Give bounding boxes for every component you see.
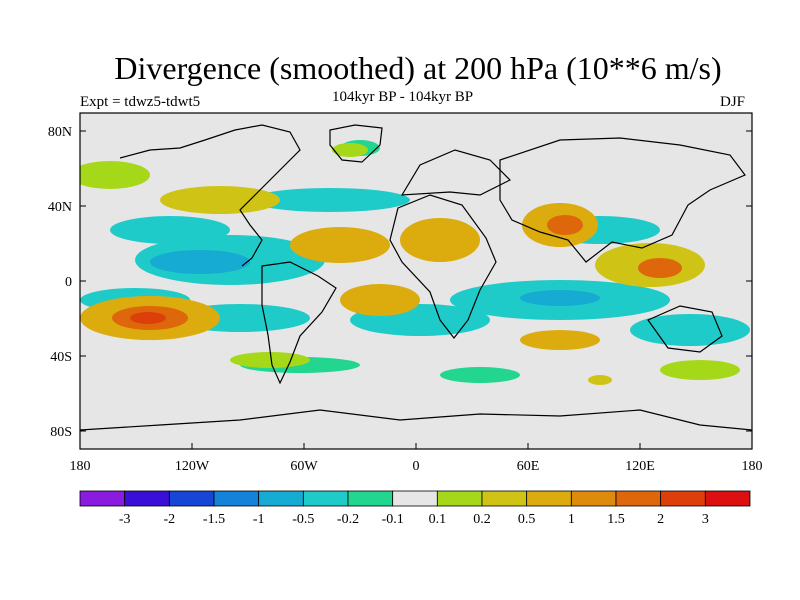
divergence-positive-region [130,312,166,324]
colorbar-swatch [704,490,751,507]
lon-tick-label: 60E [517,459,540,474]
divergence-positive-region [638,258,682,278]
divergence-negative-region [520,290,600,306]
colorbar-swatch [481,490,528,507]
lon-tick-label: 180 [70,459,91,474]
divergence-positive-region [160,186,280,214]
colorbar-label: 0.2 [473,512,491,527]
colorbar-label: -3 [119,512,131,527]
colorbar-label: 1 [568,512,575,527]
divergence-field [80,140,750,385]
colorbar-swatch [347,490,394,507]
map-title: Divergence (smoothed) at 200 hPa (10**6 … [114,50,722,86]
experiment-label: Expt = tdwz5-tdwt5 [80,94,201,110]
colorbar-label: -0.1 [382,512,404,527]
colorbar-label: -1 [253,512,265,527]
lon-tick-label: 0 [413,459,420,474]
colorbar-swatch [79,490,126,507]
colorbar-swatch [392,490,438,507]
lat-tick-label: 80S [50,425,72,440]
divergence-negative-region [150,250,250,274]
divergence-positive-region [400,218,480,262]
colorbar-swatch [436,490,483,507]
colorbar-label: 3 [702,512,709,527]
divergence-positive-region [660,360,740,380]
divergence-negative-region [630,314,750,346]
coastlines [80,124,752,431]
divergence-positive-region [520,330,600,350]
lat-tick-label: 40S [50,350,72,365]
colorbar-swatch [570,490,617,507]
colorbar-swatch [213,490,260,507]
colorbar-swatch [258,490,304,507]
colorbar-swatch [168,490,215,507]
longitude-axis [79,443,753,449]
colorbar-label: -0.5 [292,512,314,527]
lat-tick-label: 80N [48,125,72,140]
colorbar: -3 -2 -1.5 -1 -0.5 -0.2 -0.1 0.1 0.2 0.5 1 1.5 2 3 [79,490,751,527]
season-label: DJF [720,94,746,110]
coastline-asia [499,137,746,263]
divergence-positive-region [290,227,390,263]
lat-tick-label: 0 [65,275,72,290]
divergence-positive-region [588,375,612,385]
colorbar-label: -0.2 [337,512,359,527]
colorbar-label: 2 [657,512,664,527]
map-subtitle: 104kyr BP - 104kyr BP [332,89,474,105]
lon-tick-label: 60W [290,459,318,474]
colorbar-label: -2 [163,512,175,527]
coastline-north-america [119,124,301,267]
colorbar-label: 0.1 [429,512,447,527]
colorbar-swatch [302,490,349,507]
divergence-positive-region [547,215,583,235]
colorbar-label: 0.5 [518,512,536,527]
colorbar-swatch [526,490,572,507]
colorbar-label: -1.5 [203,512,225,527]
divergence-positive-region [80,161,150,189]
lon-tick-label: 180 [742,459,763,474]
lon-tick-label: 120E [625,459,655,474]
coastline-antarctica [80,409,752,431]
coastline-south-america [261,261,337,385]
lon-tick-label: 120W [175,459,210,474]
coastline-africa [389,194,497,339]
divergence-positive-region [332,143,368,157]
colorbar-swatch [660,490,706,507]
map-plot-area [79,112,753,450]
divergence-negative-region [250,188,410,212]
lat-tick-label: 40N [48,200,72,215]
divergence-negative-region [110,216,230,244]
latitude-axis [80,130,752,432]
colorbar-swatch [615,490,662,507]
divergence-positive-region [340,284,420,316]
colorbar-swatch [124,490,170,507]
colorbar-label: 1.5 [607,512,625,527]
coastline-greenland [329,124,383,163]
divergence-negative-region [440,367,520,383]
divergence-positive-region [230,352,310,368]
coastline-australia [647,305,723,353]
